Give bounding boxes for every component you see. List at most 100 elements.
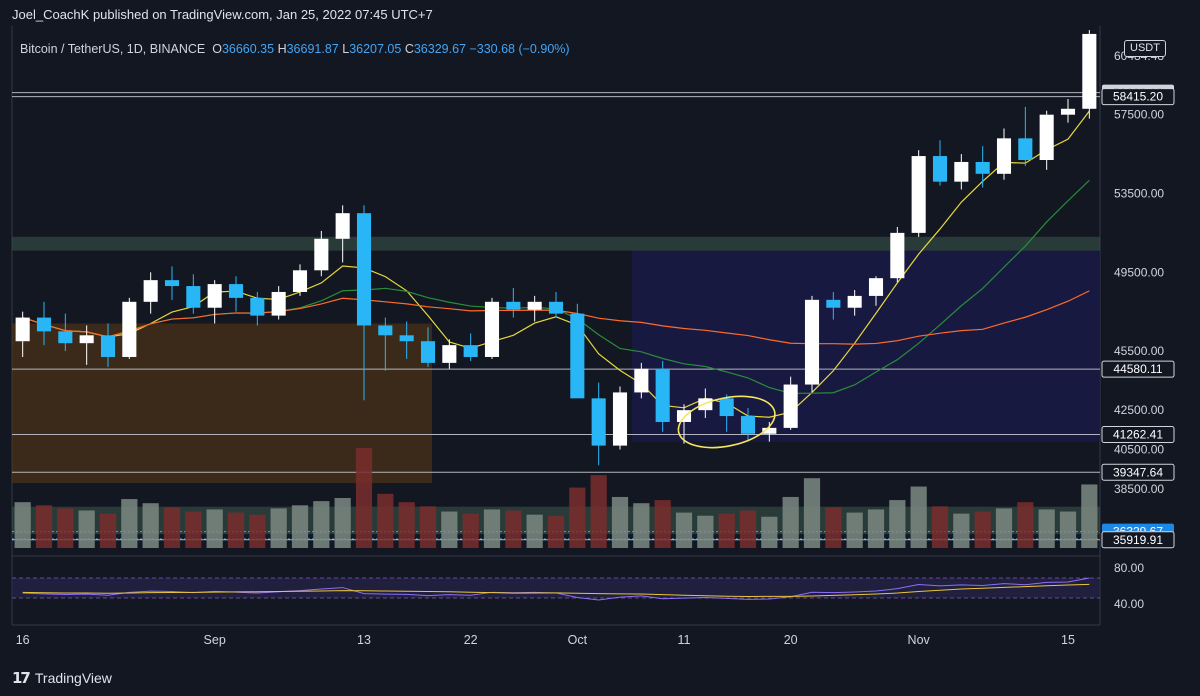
candle-21 <box>463 333 478 361</box>
close-value: 36329.67 <box>413 42 466 56</box>
candle-body-44 <box>954 161 969 182</box>
candle-19 <box>420 327 436 367</box>
volume-bar-48 <box>1038 509 1055 548</box>
volume-bar-22 <box>483 509 501 548</box>
resistance-zone <box>12 236 1100 251</box>
candle-29 <box>634 362 649 399</box>
candle-body-22 <box>484 301 500 357</box>
oscillator-band <box>12 578 1100 598</box>
candle-body-1 <box>36 317 52 332</box>
candle-body-37 <box>804 299 820 385</box>
candle-10 <box>228 276 244 312</box>
y-tick-6: 53500.00 <box>1114 186 1164 200</box>
y-tick-3: 42500.00 <box>1114 403 1164 417</box>
candle-body-43 <box>932 156 948 182</box>
candle-25 <box>548 291 564 318</box>
y-tick-5: 49500.00 <box>1114 265 1164 279</box>
volume-bar-29 <box>633 503 650 548</box>
candle-body-27 <box>591 398 606 446</box>
candle-24 <box>527 295 542 322</box>
price-tag-2: 44580.11 <box>1113 362 1162 376</box>
x-tick-0: 16 <box>16 633 30 647</box>
price-tag-4: 39347.64 <box>1113 465 1163 479</box>
volume-bar-8 <box>185 511 202 548</box>
candle-23 <box>506 288 521 318</box>
x-tick-8: 15 <box>1061 633 1075 647</box>
candle-9 <box>207 280 222 324</box>
volume-bar-15 <box>334 498 351 548</box>
candle-6 <box>143 272 158 314</box>
candle-11 <box>250 291 265 326</box>
footer: 17 TradingView <box>0 658 1200 696</box>
candle-body-9 <box>207 284 222 308</box>
volume-bar-31 <box>675 512 693 548</box>
tradingview-logo[interactable]: 17 TradingView <box>12 669 112 687</box>
candle-body-23 <box>506 301 521 310</box>
x-tick-1: Sep <box>204 633 226 647</box>
price-chart[interactable]: 80.00 40.00 38500.00 40500.00 42500.00 45500.… <box>0 0 1200 658</box>
price-tag-box-2 <box>1101 360 1175 378</box>
candle-38 <box>826 291 841 320</box>
candle-body-50 <box>1082 33 1097 109</box>
x-tick-3: 22 <box>464 633 478 647</box>
price-tag-box-1 <box>1101 88 1175 106</box>
candle-35 <box>762 421 777 442</box>
high-label: H <box>277 42 287 56</box>
symbol-name[interactable]: Bitcoin / TetherUS, 1D, BINANCE <box>20 42 206 56</box>
candle-body-17 <box>378 325 393 336</box>
candle-0 <box>15 311 30 357</box>
candle-37 <box>804 295 820 393</box>
volume-bar-47 <box>1017 502 1034 548</box>
candle-7 <box>164 266 180 300</box>
candle-13 <box>292 264 308 296</box>
symbol-legend: Bitcoin / TetherUS, 1D, BINANCE O36660.3… <box>20 42 570 56</box>
volume-bar-32 <box>697 515 714 548</box>
candle-16 <box>356 205 372 401</box>
candle-body-41 <box>890 232 905 279</box>
publisher-line: Joel_CoachK published on TradingView.com… <box>12 7 433 22</box>
candle-body-49 <box>1060 108 1076 115</box>
candle-47 <box>1018 106 1033 166</box>
candle-body-19 <box>420 341 436 363</box>
candle-18 <box>399 321 414 359</box>
candle-44 <box>954 154 969 190</box>
candle-body-12 <box>271 291 286 316</box>
volume-bar-46 <box>995 508 1013 548</box>
volume-bar-1 <box>35 505 53 548</box>
candle-body-46 <box>996 138 1012 174</box>
candle-body-36 <box>783 384 798 428</box>
candle-body-24 <box>527 301 542 310</box>
candle-49 <box>1060 98 1076 123</box>
candle-body-14 <box>314 238 329 271</box>
volume-bar-12 <box>270 508 287 548</box>
y-tick-2: 40500.00 <box>1114 443 1164 457</box>
candle-15 <box>335 205 350 263</box>
candle-body-2 <box>58 331 73 344</box>
candle-body-13 <box>292 270 308 292</box>
volume-bar-26 <box>569 487 586 548</box>
volume-bar-30 <box>654 500 671 548</box>
volume-bar-10 <box>227 512 245 548</box>
volume-bar-40 <box>867 509 885 548</box>
volume-bar-50 <box>1081 484 1098 548</box>
x-tick-4: Oct <box>568 633 588 647</box>
currency-tag[interactable]: USDT <box>1124 40 1166 57</box>
volume-bar-42 <box>910 486 927 548</box>
volume-bar-35 <box>761 516 778 548</box>
volume-bar-7 <box>163 507 181 548</box>
candle-43 <box>932 140 948 186</box>
volume-bar-21 <box>462 513 479 548</box>
candle-body-21 <box>463 345 478 357</box>
change-value: −330.68 (−0.90%) <box>469 42 570 56</box>
low-value: 36207.05 <box>349 42 402 56</box>
volume-bar-38 <box>825 507 842 548</box>
volume-bar-49 <box>1059 511 1077 548</box>
candle-body-33 <box>719 398 734 417</box>
volume-bar-45 <box>974 511 991 548</box>
candle-14 <box>314 230 329 277</box>
candle-body-16 <box>356 213 372 326</box>
volume-bar-6 <box>142 503 159 548</box>
volume-bar-43 <box>931 506 949 548</box>
annotation-circle <box>677 395 776 449</box>
volume-bar-2 <box>57 508 74 548</box>
